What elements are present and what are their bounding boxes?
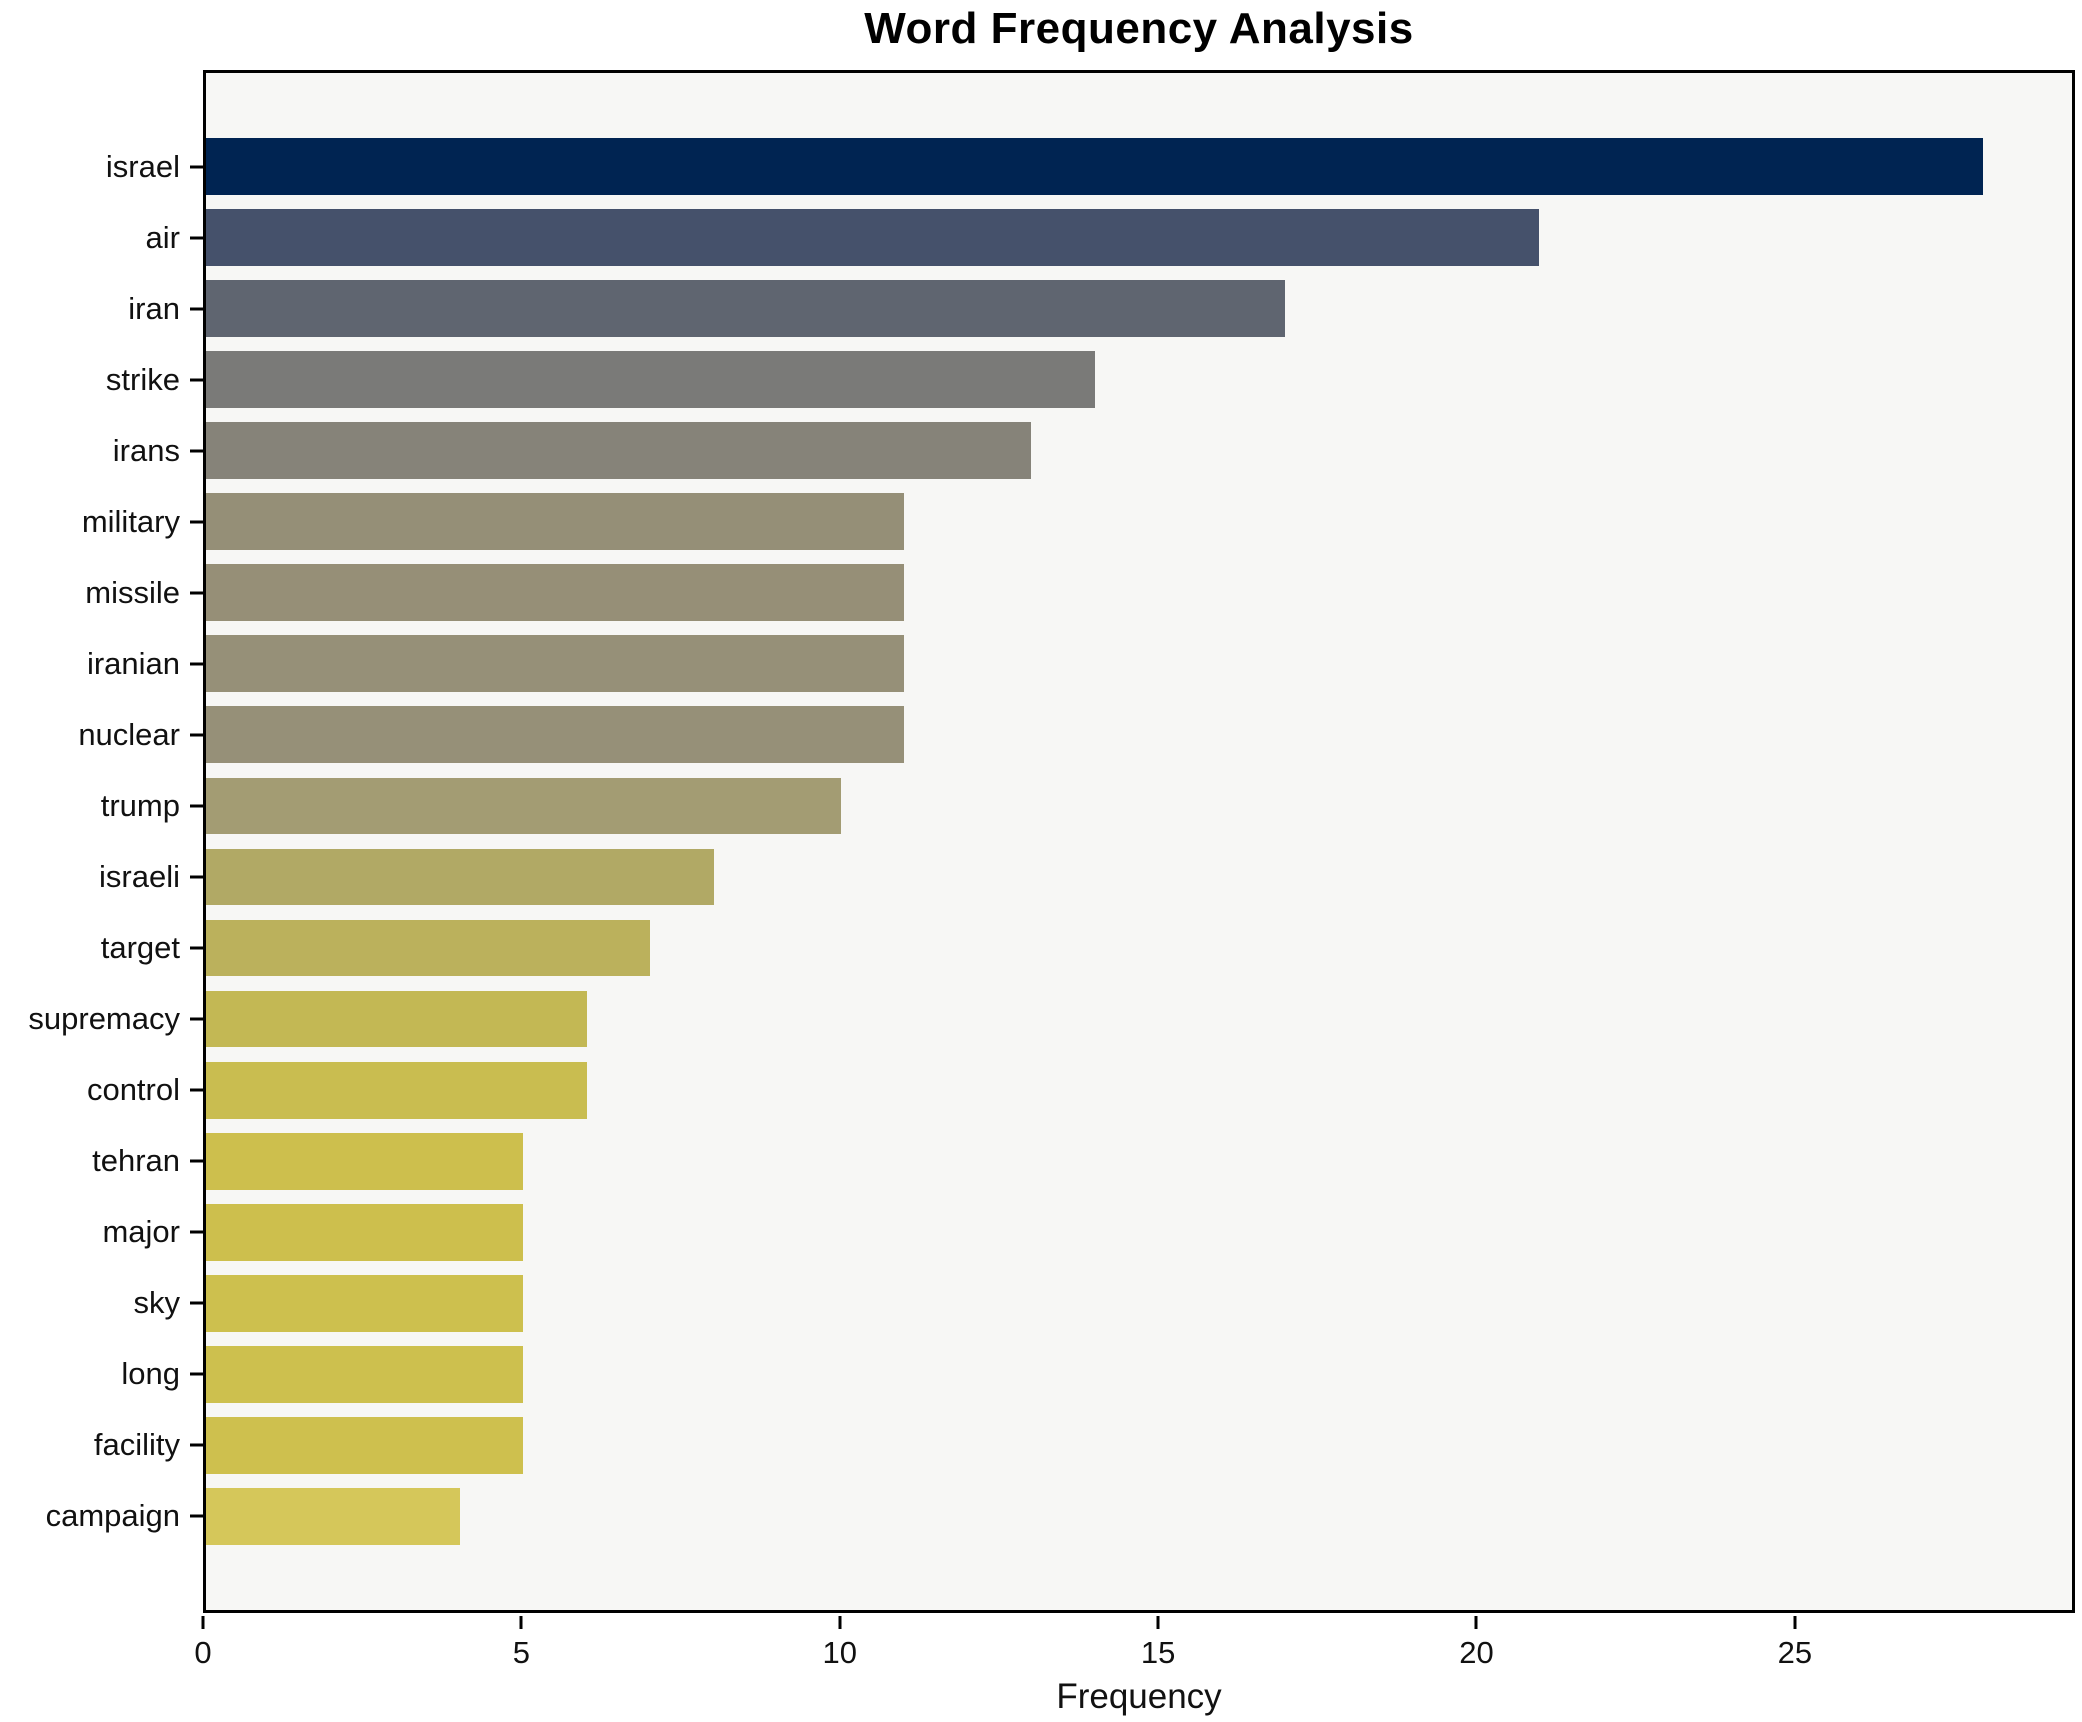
y-tick-mark: [190, 449, 203, 453]
bar-air: [206, 209, 1539, 266]
x-tick-label: 0: [194, 1635, 212, 1670]
chart-row: iranian: [87, 628, 2072, 699]
bar-military: [206, 493, 905, 551]
y-tick-mark: [190, 946, 203, 950]
y-tick-mark: [190, 307, 203, 311]
y-tick-mark: [190, 804, 203, 808]
y-tick-label: long: [121, 1356, 180, 1392]
x-tick-mark: [1793, 1616, 1797, 1629]
bar-campaign: [206, 1487, 460, 1545]
bar-trump: [206, 777, 841, 835]
bar-israeli: [206, 848, 714, 906]
chart-row: target: [101, 913, 2072, 984]
y-tick-mark: [190, 378, 203, 382]
chart-row: irans: [113, 415, 2072, 486]
y-tick-label: military: [81, 503, 180, 539]
bar-facility: [206, 1416, 524, 1474]
y-tick-label: major: [102, 1214, 180, 1250]
y-tick-label: iran: [128, 290, 180, 326]
x-tick-mark: [1474, 1616, 1478, 1629]
y-tick-label: israel: [105, 148, 180, 184]
chart-row: air: [146, 202, 2072, 273]
bar-strike: [206, 351, 1095, 409]
bar-tehran: [206, 1132, 524, 1190]
chart-row: campaign: [46, 1481, 2072, 1552]
x-tick-mark: [201, 1616, 205, 1629]
chart-row: military: [82, 486, 2072, 557]
y-tick-mark: [190, 875, 203, 879]
bar-missile: [206, 564, 905, 622]
y-tick-mark: [190, 1372, 203, 1376]
y-tick-label: israeli: [99, 858, 180, 894]
chart-row: israeli: [99, 841, 2072, 912]
chart-title: Word Frequency Analysis: [864, 4, 1414, 53]
y-tick-label: irans: [112, 432, 180, 468]
y-tick-mark: [190, 520, 203, 524]
y-tick-label: tehran: [92, 1143, 180, 1179]
y-tick-label: campaign: [45, 1498, 180, 1534]
chart-row: tehran: [92, 1126, 2072, 1197]
y-tick-label: missile: [85, 574, 180, 610]
y-tick-mark: [190, 165, 203, 169]
bar-irans: [206, 422, 1032, 480]
y-tick-label: iranian: [86, 645, 180, 681]
y-tick-mark: [190, 236, 203, 240]
y-tick-label: sky: [133, 1285, 181, 1321]
x-tick-label: 25: [1777, 1635, 1813, 1670]
bar-target: [206, 919, 651, 977]
bar-rows-container: israel air iran strike irans military missile i…: [28, 73, 2072, 1610]
x-tick-mark: [838, 1616, 842, 1629]
bar-supremacy: [206, 990, 587, 1048]
bar-israel: [206, 138, 1984, 195]
y-tick-mark: [190, 1159, 203, 1163]
y-tick-mark: [190, 1017, 203, 1021]
chart-row: sky: [134, 1268, 2072, 1339]
y-tick-mark: [190, 591, 203, 595]
y-tick-label: trump: [100, 787, 180, 823]
x-tick-mark: [519, 1616, 523, 1629]
y-tick-label: supremacy: [28, 1001, 180, 1037]
chart-row: israel: [106, 131, 2072, 202]
chart-row: facility: [94, 1410, 2072, 1481]
bar-iran: [206, 280, 1285, 338]
x-axis: Frequency 0 5 10 15 20 25: [194, 1613, 2075, 1722]
y-tick-label: nuclear: [78, 716, 180, 752]
bar-nuclear: [206, 706, 905, 764]
x-tick-label: 20: [1459, 1635, 1494, 1670]
plot-area: israel air iran strike irans military missile i…: [28, 70, 2075, 1613]
y-tick-mark: [190, 1088, 203, 1092]
chart-row: missile: [85, 557, 2072, 628]
chart-row: long: [121, 1339, 2072, 1410]
chart-row: trump: [101, 770, 2072, 841]
y-tick-label: strike: [105, 361, 180, 397]
y-tick-mark: [190, 1301, 203, 1305]
chart-row: supremacy: [28, 984, 2072, 1055]
y-tick-label: target: [100, 930, 180, 966]
x-tick-label: 5: [512, 1635, 530, 1670]
y-tick-label: air: [145, 219, 180, 255]
y-tick-label: control: [86, 1072, 180, 1108]
bar-control: [206, 1061, 587, 1119]
x-axis-title: Frequency: [1056, 1677, 1222, 1716]
y-tick-mark: [190, 662, 203, 666]
y-tick-mark: [190, 1230, 203, 1234]
y-tick-label: facility: [93, 1427, 180, 1463]
chart-row: control: [87, 1055, 2072, 1126]
x-tick-label: 15: [1140, 1635, 1176, 1670]
chart-row: major: [102, 1197, 2072, 1268]
bar-long: [206, 1345, 524, 1403]
y-tick-mark: [190, 733, 203, 737]
x-tick-label: 10: [822, 1635, 857, 1670]
bar-sky: [206, 1274, 524, 1332]
y-tick-mark: [190, 1514, 203, 1518]
bar-major: [206, 1203, 524, 1261]
y-tick-mark: [190, 1443, 203, 1447]
chart-row: strike: [106, 344, 2072, 415]
bar-iranian: [206, 635, 905, 693]
chart-row: nuclear: [78, 699, 2072, 770]
chart-row: iran: [128, 273, 2072, 344]
x-tick-mark: [1156, 1616, 1160, 1629]
